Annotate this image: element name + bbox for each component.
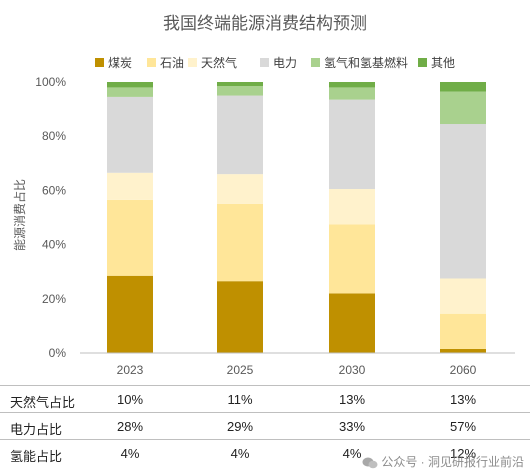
bar-segment <box>329 189 375 225</box>
y-tick-label: 0% <box>49 346 67 360</box>
bar-segment <box>440 91 486 125</box>
legend-label: 电力 <box>273 56 297 70</box>
legend-swatch <box>188 58 197 67</box>
bar-segment <box>329 224 375 294</box>
row-label: 氢能占比 <box>10 449 63 464</box>
watermark-text: 公众号 · 洞见研报行业前沿 <box>381 455 524 469</box>
row-label: 天然气占比 <box>10 395 76 410</box>
table-divider <box>0 412 530 413</box>
table-cell: 4% <box>120 446 140 461</box>
bar-segment <box>107 275 153 353</box>
bar-segment <box>329 82 375 88</box>
y-tick-label: 80% <box>42 129 66 143</box>
legend-swatch <box>147 58 156 67</box>
legend-swatch <box>418 58 427 67</box>
x-tick-label: 2030 <box>339 363 366 377</box>
bar-segment <box>107 82 153 88</box>
legend-label: 氢气和氢基燃料 <box>324 55 408 70</box>
y-tick-label: 20% <box>42 292 66 306</box>
bar-segment <box>329 87 375 100</box>
y-tick-label: 100% <box>35 75 66 89</box>
table-divider <box>0 385 530 386</box>
bars <box>107 82 486 353</box>
row-label: 电力占比 <box>10 422 63 437</box>
bar-segment <box>217 86 263 96</box>
legend-label: 天然气 <box>201 55 237 70</box>
chart-legend: 煤炭 石油 天然气 电力 氢气和氢基燃料 其他 <box>95 55 455 70</box>
table-cell: 4% <box>230 446 250 461</box>
table-cell: 13% <box>449 392 477 407</box>
y-tick-label: 60% <box>42 183 66 197</box>
table-cell: 10% <box>116 392 144 407</box>
watermark: 公众号 · 洞见研报行业前沿 <box>362 453 524 470</box>
legend-swatch <box>260 58 269 67</box>
legend-swatch <box>311 58 320 67</box>
bar-segment <box>329 293 375 353</box>
table-cell: 28% <box>116 419 144 434</box>
table-row: 电力占比 28% 29% 33% 57% <box>0 416 530 439</box>
bar-segment <box>107 172 153 200</box>
x-tick-label: 2025 <box>227 363 254 377</box>
table-row: 天然气占比 10% 11% 13% 13% <box>0 389 530 412</box>
bar-segment <box>440 82 486 92</box>
wechat-icon <box>362 457 378 469</box>
bar-segment <box>107 199 153 276</box>
bar-segment <box>217 281 263 353</box>
table-cell: 12% <box>449 446 477 461</box>
bar-segment <box>217 82 263 87</box>
table-cell: 29% <box>226 419 254 434</box>
bar-segment <box>107 96 153 173</box>
y-axis-label: 能源消费占比 <box>12 179 27 251</box>
table-cell: 57% <box>449 419 477 434</box>
bar-segment <box>107 87 153 97</box>
table-row: 氢能占比 4% 4% 4% 12% <box>0 443 530 466</box>
legend-swatch <box>95 58 104 67</box>
bar-segment <box>217 203 263 282</box>
legend-label: 煤炭 <box>108 56 132 70</box>
bar-segment <box>217 95 263 175</box>
x-axis-ticks: 2023 2025 2030 2060 <box>117 363 477 377</box>
bar-segment <box>217 174 263 204</box>
bar-segment <box>440 124 486 279</box>
table-cell: 11% <box>227 392 253 407</box>
y-axis-ticks: 0% 20% 40% 60% 80% 100% <box>35 75 66 360</box>
y-tick-label: 40% <box>42 238 66 252</box>
table-cell: 4% <box>342 446 362 461</box>
x-tick-label: 2060 <box>450 363 477 377</box>
table-cell: 33% <box>338 419 366 434</box>
x-tick-label: 2023 <box>117 363 144 377</box>
share-table: 天然气占比 10% 11% 13% 13% 电力占比 28% 29% 33% 5… <box>0 385 530 476</box>
table-divider <box>0 439 530 440</box>
legend-label: 石油 <box>160 56 184 70</box>
bar-segment <box>440 278 486 314</box>
bar-segment <box>440 313 486 349</box>
stacked-bar-chart: 我国终端能源消费结构预测 煤炭 石油 天然气 电力 氢气和氢基燃料 其他 能源消费占比 0… <box>12 14 515 377</box>
chart-title: 我国终端能源消费结构预测 <box>163 14 367 33</box>
bar-segment <box>329 99 375 190</box>
bar-segment <box>440 348 486 353</box>
legend-label: 其他 <box>431 56 455 70</box>
table-cell: 13% <box>338 392 366 407</box>
